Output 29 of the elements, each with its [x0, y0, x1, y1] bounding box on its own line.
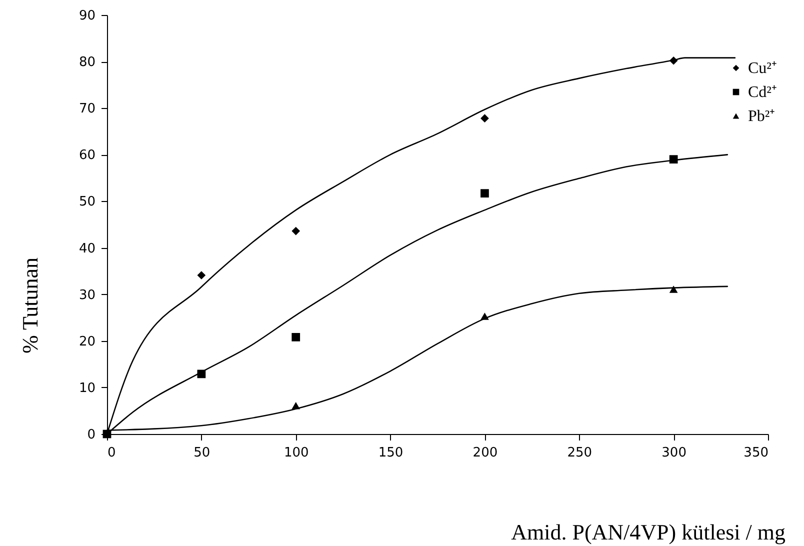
- y-tick-label: 20: [78, 334, 96, 350]
- legend-label: Cd²⁺: [748, 84, 776, 101]
- y-tick-label: 70: [78, 102, 96, 117]
- legend-label: Pb²⁺: [748, 108, 775, 125]
- y-tick-label: 10: [78, 380, 96, 396]
- legend-label: Cu²⁺: [748, 60, 776, 77]
- x-tick-label: 100: [284, 446, 309, 460]
- point: [480, 114, 489, 123]
- x-tick-label: 250: [567, 446, 592, 460]
- y-axis-title: % Tutunan: [18, 258, 42, 354]
- x-axis-title: Amid. P(AN/4VP) kütlesi / mg: [511, 520, 786, 544]
- x-tick-label: 50: [194, 446, 210, 460]
- point: [292, 332, 300, 342]
- x-tick-label: 300: [662, 446, 686, 460]
- point: [669, 286, 678, 293]
- point: [197, 271, 206, 280]
- y-tick-label: 60: [78, 148, 96, 164]
- y-tick-label: 90: [78, 8, 96, 24]
- point: [292, 226, 300, 236]
- x-tick-label: 350: [744, 446, 768, 460]
- y-tick-label: 50: [78, 194, 96, 210]
- y-tick-label: 0: [87, 428, 96, 442]
- x-tick-label: 0: [108, 446, 116, 460]
- y-tick-label: 30: [78, 288, 96, 303]
- y-tick-label: 40: [78, 241, 96, 256]
- x-tick-label: 200: [472, 446, 498, 460]
- x-tick-label: 150: [378, 446, 404, 460]
- y-tick-label: 80: [78, 55, 96, 70]
- point: [480, 189, 489, 198]
